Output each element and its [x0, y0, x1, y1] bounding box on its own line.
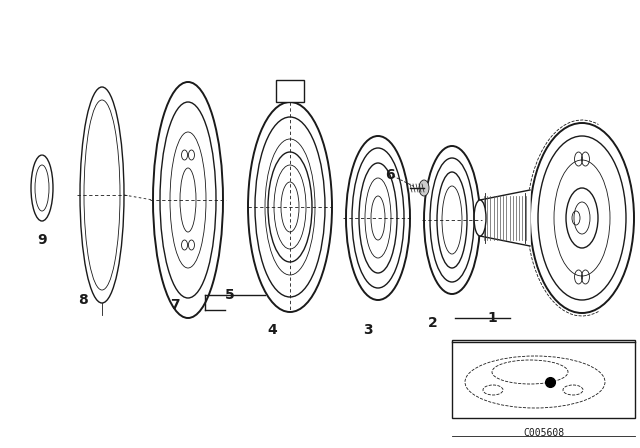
Text: 5: 5	[225, 288, 235, 302]
Text: 4: 4	[267, 323, 277, 337]
Ellipse shape	[359, 163, 397, 273]
Ellipse shape	[474, 200, 486, 236]
Text: 9: 9	[37, 233, 47, 247]
Text: 3: 3	[363, 323, 373, 337]
FancyBboxPatch shape	[276, 80, 304, 102]
Text: C005608: C005608	[523, 428, 564, 438]
Text: 8: 8	[78, 293, 88, 307]
Ellipse shape	[424, 146, 480, 294]
Text: 1: 1	[487, 311, 497, 325]
Text: 2: 2	[428, 316, 438, 330]
Text: 7: 7	[170, 298, 180, 312]
Ellipse shape	[268, 152, 312, 262]
Text: 6: 6	[385, 168, 395, 182]
Ellipse shape	[80, 87, 124, 303]
Ellipse shape	[437, 172, 467, 268]
Ellipse shape	[248, 102, 332, 312]
Ellipse shape	[530, 123, 634, 313]
Polygon shape	[480, 190, 530, 246]
Ellipse shape	[346, 136, 410, 300]
Ellipse shape	[419, 180, 429, 196]
Bar	[452, 340, 635, 418]
Ellipse shape	[153, 82, 223, 318]
